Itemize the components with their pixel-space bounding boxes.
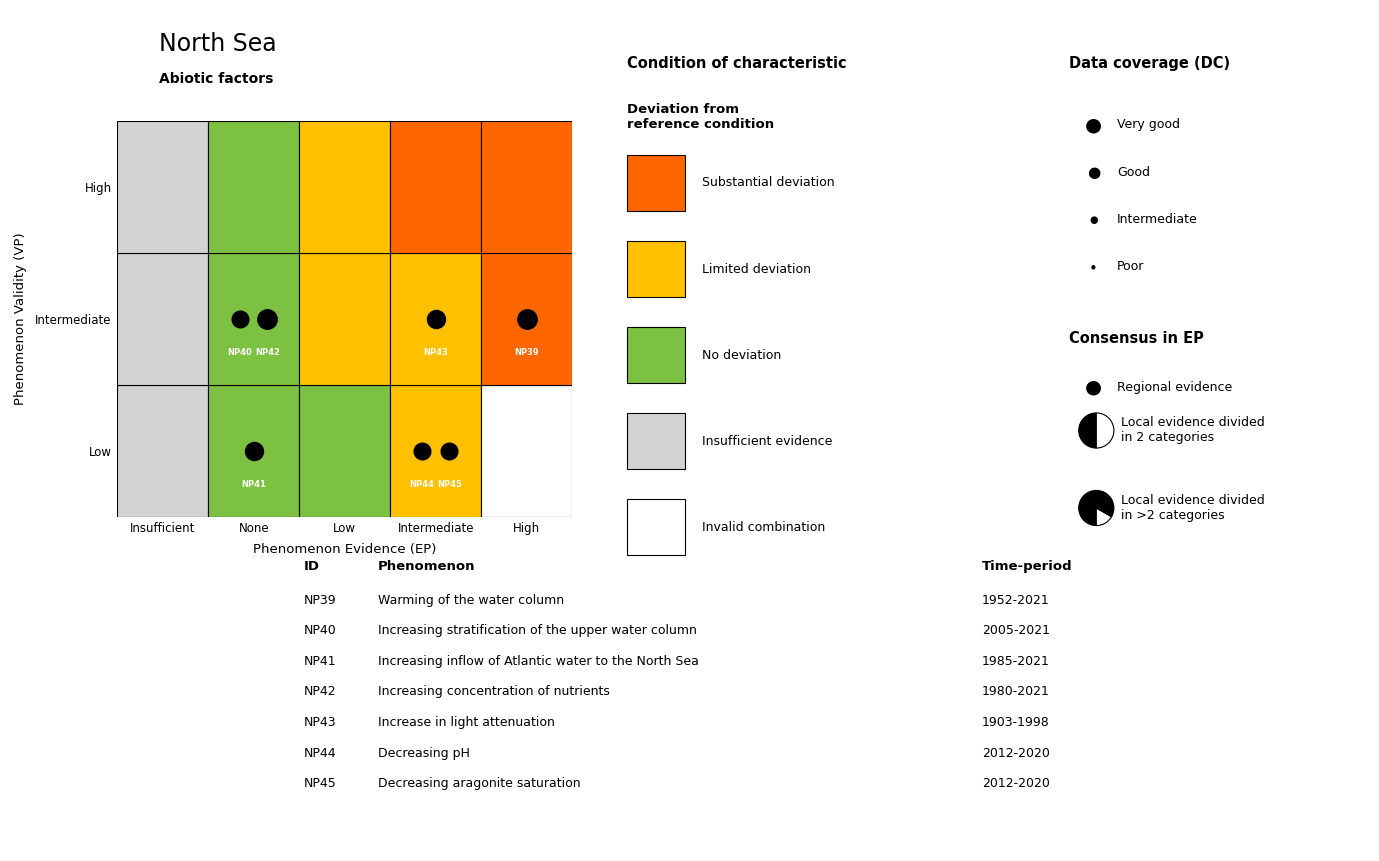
Text: NP39: NP39 [303, 593, 336, 606]
Text: Increasing concentration of nutrients: Increasing concentration of nutrients [378, 685, 610, 698]
Text: Local evidence divided
in 2 categories: Local evidence divided in 2 categories [1121, 417, 1265, 444]
Text: Local evidence divided
in >2 categories: Local evidence divided in >2 categories [1121, 494, 1265, 522]
Bar [208, 252, 299, 385]
Text: ●: ● [1087, 164, 1100, 180]
Text: NP43: NP43 [423, 348, 448, 356]
Wedge shape [1096, 413, 1114, 448]
Text: Very good: Very good [1117, 118, 1180, 132]
Text: 1980-2021: 1980-2021 [982, 685, 1049, 698]
Text: 1985-2021: 1985-2021 [982, 654, 1049, 668]
Wedge shape [1078, 413, 1096, 448]
Text: Phenomenon: Phenomenon [378, 560, 476, 573]
Text: 2012-2020: 2012-2020 [982, 746, 1049, 759]
Text: Good: Good [1117, 165, 1150, 179]
Bar [481, 121, 572, 252]
Text: ID: ID [303, 560, 320, 573]
Text: NP44: NP44 [303, 746, 336, 759]
Text: 2012-2020: 2012-2020 [982, 777, 1049, 790]
Text: NP42: NP42 [255, 348, 280, 356]
Text: Abiotic factors: Abiotic factors [159, 72, 273, 86]
Bar [299, 385, 390, 517]
Bar [208, 121, 299, 252]
Wedge shape [1096, 508, 1111, 525]
Text: ●: ● [1085, 115, 1102, 134]
Text: NP42: NP42 [303, 685, 336, 698]
Text: NP40: NP40 [303, 624, 336, 637]
Y-axis label: Phenomenon Validity (VP): Phenomenon Validity (VP) [14, 232, 26, 405]
Text: 1952-2021: 1952-2021 [982, 593, 1049, 606]
Bar [627, 241, 685, 297]
Text: No deviation: No deviation [702, 349, 781, 362]
Text: Invalid combination: Invalid combination [702, 521, 825, 534]
Bar [117, 385, 208, 517]
Bar [481, 385, 572, 517]
Wedge shape [1096, 491, 1114, 517]
Text: Data coverage (DC): Data coverage (DC) [1069, 56, 1230, 71]
Bar [390, 121, 481, 252]
Bar [627, 155, 685, 211]
Text: NP44: NP44 [410, 480, 434, 489]
Text: NP40: NP40 [228, 348, 252, 356]
Bar [481, 252, 572, 385]
Text: NP43: NP43 [303, 716, 336, 729]
Text: Insufficient evidence: Insufficient evidence [702, 435, 833, 448]
Bar [627, 499, 685, 555]
Text: Increase in light attenuation: Increase in light attenuation [378, 716, 554, 729]
Bar [627, 327, 685, 383]
Bar [117, 252, 208, 385]
Text: Poor: Poor [1117, 260, 1145, 274]
Text: Time-period: Time-period [982, 560, 1073, 573]
Bar [390, 252, 481, 385]
Text: ●: ● [1091, 264, 1096, 269]
Bar [627, 413, 685, 469]
Text: NP41: NP41 [303, 654, 336, 668]
Text: North Sea: North Sea [159, 32, 276, 56]
Text: NP41: NP41 [241, 480, 266, 489]
Bar [390, 385, 481, 517]
Text: Condition of characteristic: Condition of characteristic [627, 56, 847, 71]
Text: Increasing inflow of Atlantic water to the North Sea: Increasing inflow of Atlantic water to t… [378, 654, 699, 668]
Text: NP45: NP45 [303, 777, 336, 790]
Text: Regional evidence: Regional evidence [1117, 381, 1233, 394]
Text: ●: ● [1085, 378, 1102, 397]
Text: NP39: NP39 [514, 348, 539, 356]
Wedge shape [1078, 491, 1096, 525]
Bar [117, 121, 208, 252]
Text: Warming of the water column: Warming of the water column [378, 593, 564, 606]
Text: Decreasing pH: Decreasing pH [378, 746, 470, 759]
Text: Substantial deviation: Substantial deviation [702, 177, 834, 189]
Text: Consensus in EP: Consensus in EP [1069, 331, 1204, 346]
Text: 1903-1998: 1903-1998 [982, 716, 1049, 729]
Bar [299, 121, 390, 252]
Text: 2005-2021: 2005-2021 [982, 624, 1049, 637]
Text: NP45: NP45 [437, 480, 462, 489]
Text: ●: ● [1089, 214, 1098, 225]
Bar [208, 385, 299, 517]
Text: Limited deviation: Limited deviation [702, 263, 811, 276]
Text: Intermediate: Intermediate [1117, 213, 1198, 226]
Text: Deviation from
reference condition: Deviation from reference condition [627, 103, 775, 132]
Text: Decreasing aragonite saturation: Decreasing aragonite saturation [378, 777, 581, 790]
Text: Increasing stratification of the upper water column: Increasing stratification of the upper w… [378, 624, 696, 637]
X-axis label: Phenomenon Evidence (EP): Phenomenon Evidence (EP) [254, 543, 436, 556]
Bar [299, 252, 390, 385]
